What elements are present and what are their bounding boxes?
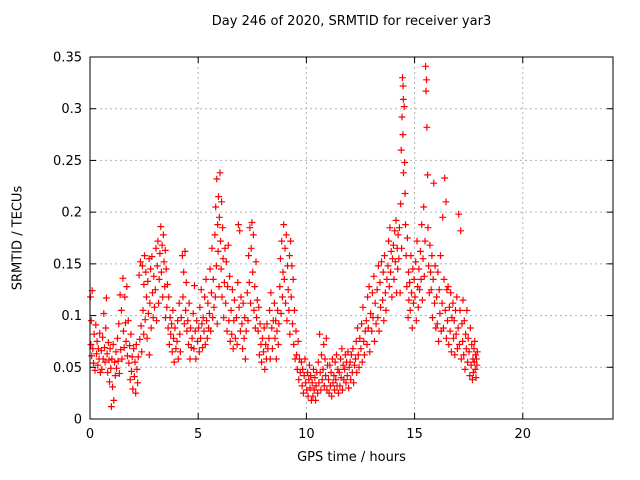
x-tick-label: 5 [194,427,202,442]
y-axis-label: SRMTID / TECUs [10,185,26,291]
y-tick-label: 0.25 [53,154,82,169]
x-tick-label: 20 [514,427,531,442]
y-tick-label: 0.1 [61,309,82,324]
x-tick-label: 10 [298,427,315,442]
y-tick-label: 0.2 [61,206,82,221]
chart-title: Day 246 of 2020, SRMTID for receiver yar… [211,14,492,29]
data-points [87,62,481,410]
x-tick-label: 0 [86,427,94,442]
x-tick-label: 15 [406,427,423,442]
y-tick-label: 0 [74,413,82,428]
y-tick-label: 0.3 [61,102,82,117]
x-axis-label: GPS time / hours [297,450,406,465]
y-tick-label: 0.35 [53,51,82,66]
y-tick-label: 0.15 [53,257,82,272]
y-tick-label: 0.05 [53,361,82,376]
plot-border [89,56,614,420]
